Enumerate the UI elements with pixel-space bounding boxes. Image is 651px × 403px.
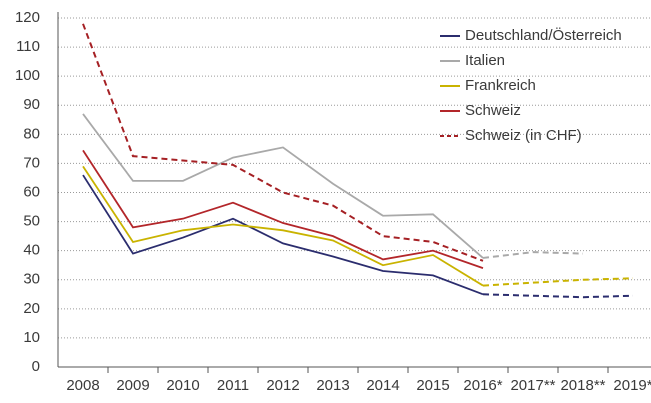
legend-label: Schweiz (in CHF): [465, 127, 582, 144]
y-tick-label: 30: [23, 271, 40, 288]
y-tick-label: 70: [23, 154, 40, 171]
y-tick-label: 90: [23, 96, 40, 113]
x-tick-label: 2010: [166, 377, 199, 394]
x-tick-label: 2013: [316, 377, 349, 394]
y-tick-label: 10: [23, 329, 40, 346]
y-tick-label: 40: [23, 242, 40, 259]
x-tick-label: 2008: [66, 377, 99, 394]
x-tick-label: 2011: [217, 377, 249, 394]
y-tick-label: 0: [32, 358, 40, 375]
x-tick-label: 2015: [416, 377, 449, 394]
legend-label: Deutschland/Österreich: [465, 26, 622, 44]
line-series: [82, 113, 484, 259]
line-series: [82, 23, 484, 262]
line-series: [82, 174, 484, 296]
line-series: [482, 293, 634, 299]
legend-label: Italien: [465, 52, 505, 69]
x-tick-label: 2016*: [463, 377, 502, 394]
x-tick-label: 2014: [366, 377, 399, 394]
line-series: [482, 251, 584, 259]
x-tick-label: 2018**: [560, 377, 605, 394]
y-tick-label: 110: [16, 38, 40, 55]
legend-label: Frankreich: [465, 77, 536, 94]
legend-label: Schweiz: [465, 102, 521, 119]
x-tick-label: 2012: [266, 377, 299, 394]
x-tick-label: 2019*: [613, 377, 651, 394]
x-tick-label: 2017**: [510, 377, 555, 394]
x-tick-label: 2009: [116, 377, 149, 394]
y-tick-label: 80: [23, 125, 40, 142]
y-tick-label: 120: [15, 9, 40, 26]
y-tick-label: 20: [23, 300, 40, 317]
y-tick-label: 60: [23, 183, 40, 200]
y-tick-label: 50: [23, 213, 40, 230]
line-series: [82, 149, 484, 269]
y-tick-label: 100: [15, 67, 40, 84]
line-series: [482, 277, 634, 287]
line-series: [82, 165, 484, 287]
